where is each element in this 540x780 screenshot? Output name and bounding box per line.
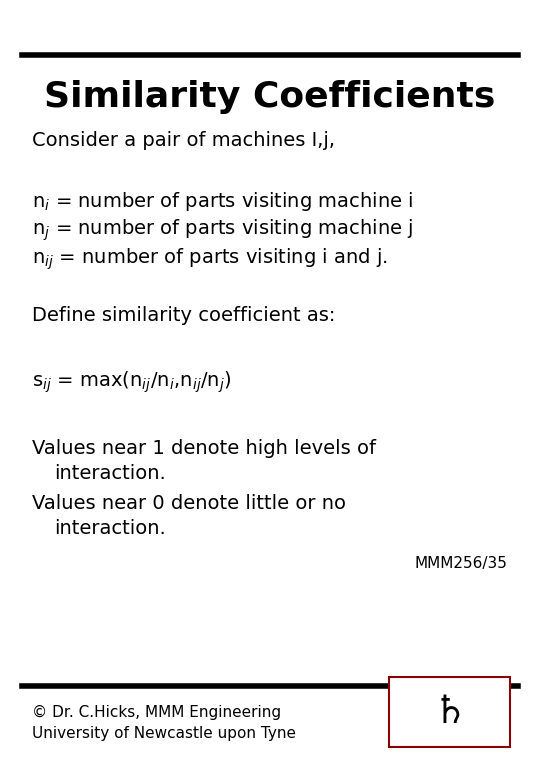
Text: Define similarity coefficient as:: Define similarity coefficient as: <box>32 307 336 325</box>
FancyBboxPatch shape <box>389 677 510 747</box>
Text: interaction.: interaction. <box>54 464 166 483</box>
Text: n$_i$ = number of parts visiting machine i: n$_i$ = number of parts visiting machine… <box>32 190 414 213</box>
Text: n$_j$ = number of parts visiting machine j: n$_j$ = number of parts visiting machine… <box>32 218 414 243</box>
Text: Values near 0 denote little or no: Values near 0 denote little or no <box>32 494 346 512</box>
Text: Consider a pair of machines I,j,: Consider a pair of machines I,j, <box>32 131 335 150</box>
Text: © Dr. C.Hicks, MMM Engineering: © Dr. C.Hicks, MMM Engineering <box>32 704 281 720</box>
Text: MMM256/35: MMM256/35 <box>415 555 508 571</box>
Text: Values near 1 denote high levels of: Values near 1 denote high levels of <box>32 439 376 458</box>
Text: interaction.: interaction. <box>54 519 166 537</box>
Text: Similarity Coefficients: Similarity Coefficients <box>44 80 496 115</box>
Text: University of Newcastle upon Tyne: University of Newcastle upon Tyne <box>32 725 296 741</box>
Text: n$_{ij}$ = number of parts visiting i and j.: n$_{ij}$ = number of parts visiting i an… <box>32 246 388 271</box>
Text: s$_{ij}$ = max(n$_{ij}$/n$_i$,n$_{ij}$/n$_j$): s$_{ij}$ = max(n$_{ij}$/n$_i$,n$_{ij}$/n… <box>32 370 232 395</box>
Text: ♄: ♄ <box>432 693 467 731</box>
